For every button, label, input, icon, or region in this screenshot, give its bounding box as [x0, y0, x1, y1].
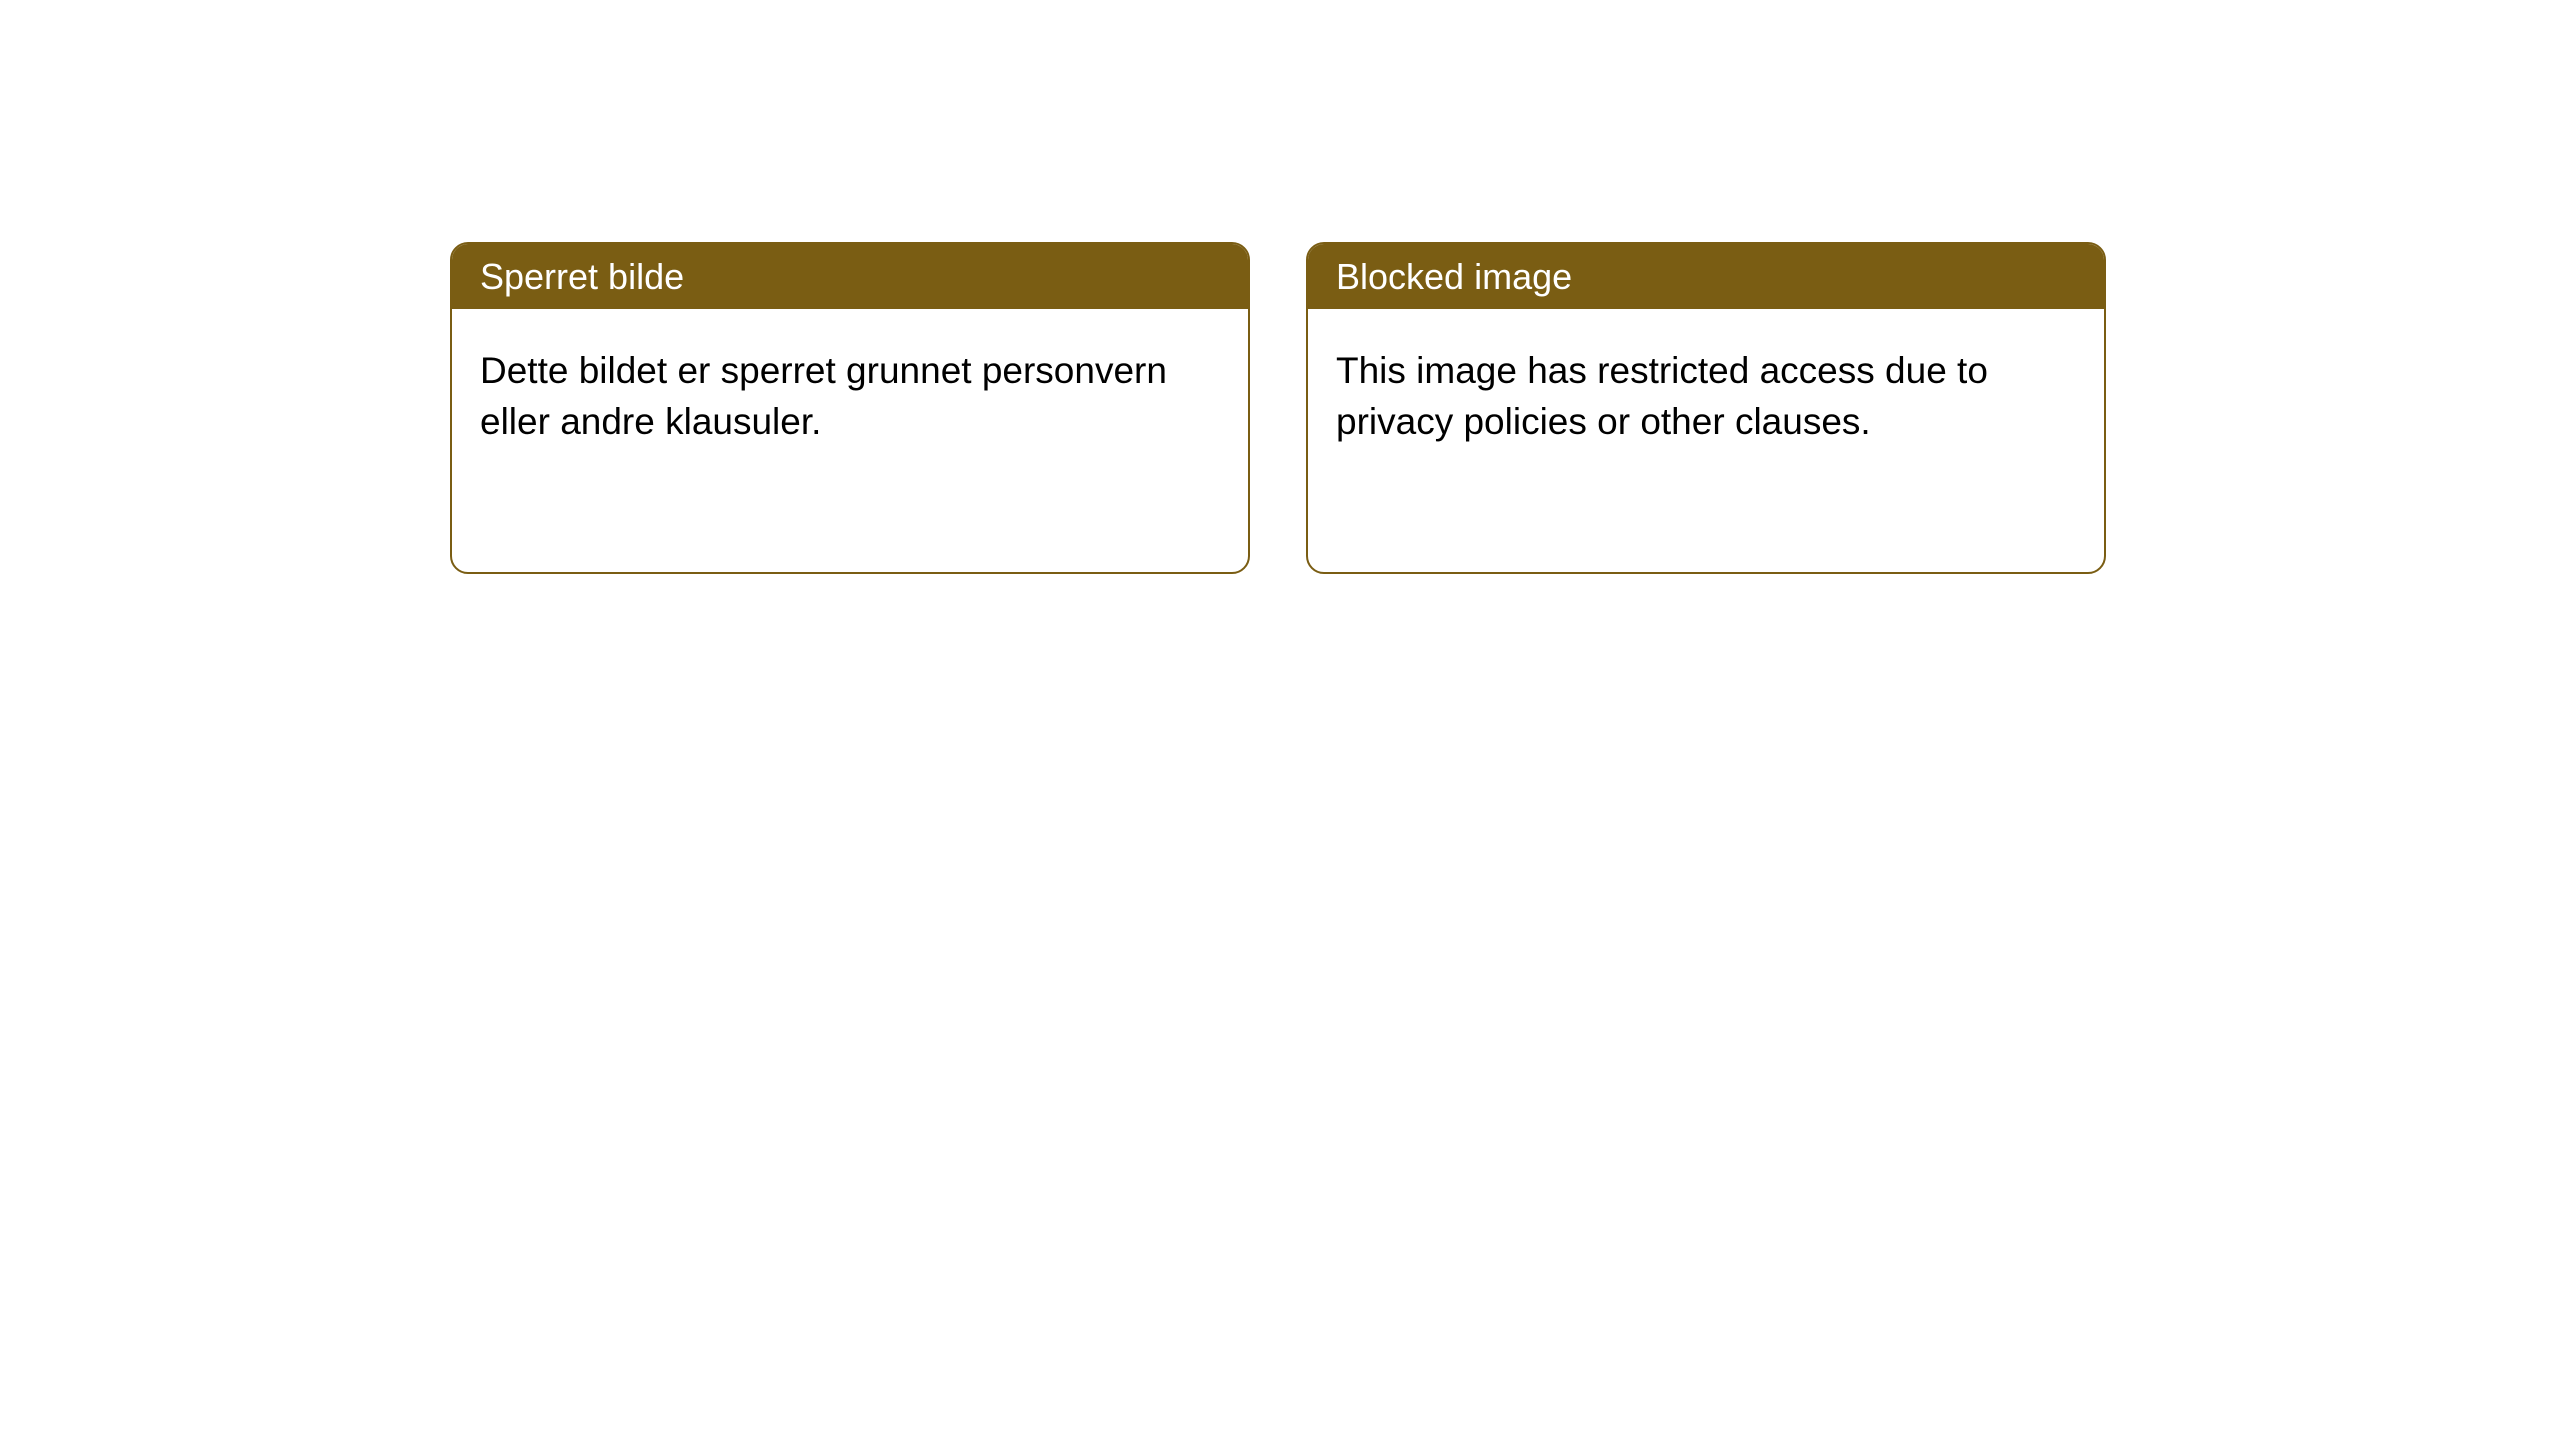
notice-card-body: Dette bildet er sperret grunnet personve… — [452, 309, 1248, 483]
notice-card-norwegian: Sperret bilde Dette bildet er sperret gr… — [450, 242, 1250, 574]
notice-card-body: This image has restricted access due to … — [1308, 309, 2104, 483]
notice-card-title: Sperret bilde — [452, 244, 1248, 309]
notice-container: Sperret bilde Dette bildet er sperret gr… — [450, 242, 2106, 574]
notice-card-english: Blocked image This image has restricted … — [1306, 242, 2106, 574]
notice-card-title: Blocked image — [1308, 244, 2104, 309]
